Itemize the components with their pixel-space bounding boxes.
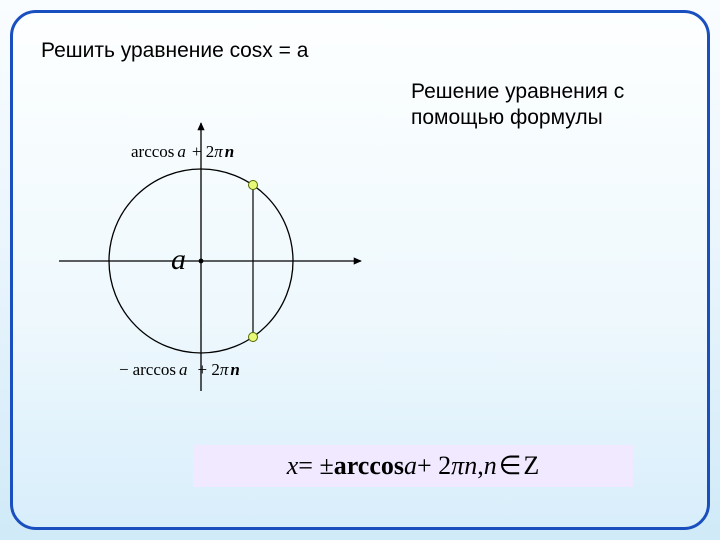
a-label: a xyxy=(171,243,186,276)
slide-subtitle: Решение уравнения с помощью формулы xyxy=(411,79,691,132)
center-dot xyxy=(199,259,204,264)
top-label: arccosa + 2πn xyxy=(131,142,234,161)
f-a: a xyxy=(404,451,417,481)
top-n: n xyxy=(225,142,234,161)
bot-n: n xyxy=(230,360,239,379)
bottom-label: −arccosa + 2πn xyxy=(119,360,240,379)
f-in: ∈ xyxy=(497,451,524,481)
f-x: x xyxy=(287,451,299,481)
f-eq: = ± xyxy=(298,451,333,481)
f-plus: + 2 xyxy=(417,451,451,481)
f-Z: Z xyxy=(523,451,539,481)
f-n2: n xyxy=(484,451,497,481)
formula-box: x = ± arccos a + 2 π n , n ∈ Z xyxy=(193,445,633,487)
f-arccos: arccos xyxy=(334,451,404,481)
unit-circle-diagram: a arccosa+ 2πn −arccosa+ 2πn xyxy=(41,103,381,403)
top-arccos: arccos xyxy=(131,142,174,161)
bot-a: a xyxy=(179,360,188,379)
bot-plus: + 2 xyxy=(198,360,220,379)
bot-arccos: arccos xyxy=(133,360,176,379)
bottom-point xyxy=(249,333,258,342)
f-pi: π xyxy=(451,451,464,481)
slide-title: Решить уравнение cosx = a xyxy=(41,39,308,63)
bot-minus: − xyxy=(119,360,129,379)
top-plus: + 2 xyxy=(192,142,214,161)
f-n: n xyxy=(464,451,477,481)
bot-pi: π xyxy=(220,360,229,379)
top-a: a xyxy=(177,142,186,161)
top-pi: π xyxy=(214,142,223,161)
top-point xyxy=(249,181,258,190)
slide-frame: Решить уравнение cosx = a Решение уравне… xyxy=(10,10,710,530)
